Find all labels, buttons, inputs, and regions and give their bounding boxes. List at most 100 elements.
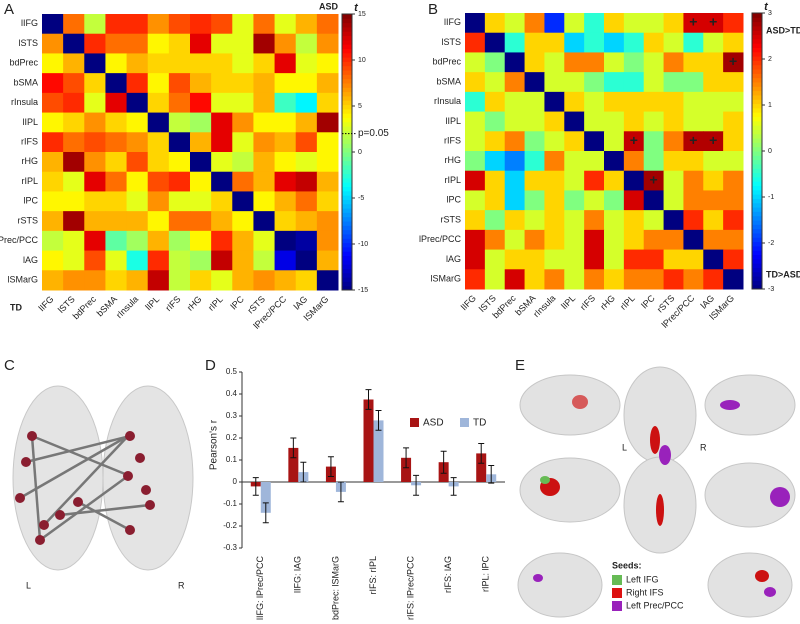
x-tick-label: rIFS: rIPL — [368, 556, 378, 595]
heatmap-cell — [105, 191, 128, 212]
heatmap-cell — [232, 171, 254, 192]
heatmap-cell — [147, 33, 170, 54]
x-tick-label: rIFS: lPrec/PCC — [405, 556, 415, 621]
row-label: rSTS — [440, 214, 461, 224]
colorbar-segment — [752, 47, 762, 53]
colorbar-segment — [342, 78, 352, 84]
heatmap-cell — [295, 230, 318, 252]
colorbar-segment — [342, 139, 352, 144]
colorbar-segment — [752, 116, 762, 122]
heatmap-cell — [63, 14, 85, 35]
column-label: lIFG — [459, 293, 478, 312]
heatmap-cell — [232, 230, 254, 252]
side-label: L — [622, 442, 627, 452]
colorbar-segment — [342, 18, 352, 24]
row-label: rInsula — [11, 97, 38, 107]
heatmap-cell — [105, 112, 128, 133]
heatmap-cell — [168, 53, 191, 74]
colorbar-segment — [752, 25, 762, 31]
error-bar — [300, 461, 307, 483]
heatmap-cell — [584, 131, 605, 152]
column-label: rHG — [598, 293, 617, 312]
heatmap-cell — [465, 210, 486, 231]
heatmap-cell — [190, 14, 212, 35]
colorbar-segment — [752, 125, 762, 130]
colorbar-tick-label: 5 — [358, 103, 362, 110]
bar — [373, 420, 384, 482]
heatmap-cell — [126, 73, 149, 94]
heatmap-cell — [168, 33, 191, 54]
row-label: rIFS — [444, 136, 461, 146]
heatmap-cell — [544, 91, 565, 113]
heatmap-cell — [190, 270, 212, 291]
heatmap-cell — [484, 249, 506, 270]
heatmap-cell — [63, 92, 85, 114]
heatmap-cell — [683, 170, 704, 191]
colorbar-segment — [752, 155, 762, 161]
heatmap-cell — [643, 52, 665, 73]
heatmap-cell — [465, 32, 486, 53]
heatmap-cell — [703, 13, 724, 34]
colorbar-segment — [342, 216, 352, 222]
error-bar — [403, 447, 410, 469]
heatmap-cell — [147, 112, 170, 133]
heatmap-cell — [465, 111, 486, 132]
column-label: bdPrec — [71, 294, 99, 322]
heatmap-cell — [564, 190, 585, 211]
colorbar-segment — [752, 90, 762, 96]
colorbar-tick-label: 10 — [358, 57, 366, 64]
colorbar-segment — [752, 69, 762, 74]
heatmap-cell — [190, 152, 212, 173]
heatmap-cell — [604, 249, 625, 270]
heatmap-cell — [316, 230, 339, 252]
heatmap-cell — [723, 170, 744, 191]
heatmap-cell — [683, 249, 704, 270]
heatmap-cell — [105, 53, 128, 74]
heatmap-cell — [623, 91, 645, 113]
heatmap-cell — [105, 92, 128, 114]
row-label: bdPrec — [9, 58, 38, 68]
heatmap-cell — [504, 210, 526, 231]
heatmap-cell — [211, 14, 233, 35]
heatmap-cell — [295, 171, 318, 192]
heatmap-cell — [465, 131, 486, 152]
heatmap-cell — [232, 14, 254, 35]
heatmap-cell — [504, 91, 526, 113]
colorbar-tick-label: -2 — [768, 240, 774, 247]
colorbar-segment — [342, 91, 352, 97]
colorbar-segment — [342, 251, 352, 256]
panel-label: C — [4, 357, 15, 374]
heatmap-cell — [316, 33, 339, 54]
heatmap-cell — [63, 132, 85, 153]
error-bar — [440, 450, 447, 474]
row-label: bSMA — [13, 77, 38, 87]
heatmap-cell — [105, 270, 128, 291]
legend-swatch — [410, 418, 419, 427]
colorbar-segment — [342, 221, 352, 226]
colorbar-segment — [342, 104, 352, 110]
heatmap-cell — [295, 14, 318, 35]
row-label: rHG — [22, 156, 39, 166]
heatmap-cell — [663, 32, 684, 53]
heatmap-cell — [584, 229, 605, 251]
bar — [260, 482, 271, 513]
heatmap-cell — [84, 191, 106, 212]
heatmap-cell — [253, 230, 276, 252]
colorbar-segment — [752, 107, 762, 113]
heatmap-cell — [84, 73, 106, 94]
colorbar-segment — [752, 21, 762, 27]
heatmap-cell — [564, 151, 585, 172]
heatmap-cell — [703, 190, 724, 211]
heatmap-cell — [274, 171, 297, 192]
column-label: rInsula — [114, 294, 140, 320]
heatmap-cell — [42, 270, 64, 291]
heatmap-cell — [564, 32, 585, 53]
heatmap-cell — [190, 211, 212, 232]
colorbar-segment — [342, 57, 352, 62]
heatmap-cell — [623, 269, 645, 290]
colorbar-segment — [342, 152, 352, 157]
heatmap-cell — [703, 52, 724, 73]
heatmap-cell — [274, 132, 297, 153]
heatmap-cell — [544, 151, 565, 172]
heatmap-cell — [211, 250, 233, 271]
